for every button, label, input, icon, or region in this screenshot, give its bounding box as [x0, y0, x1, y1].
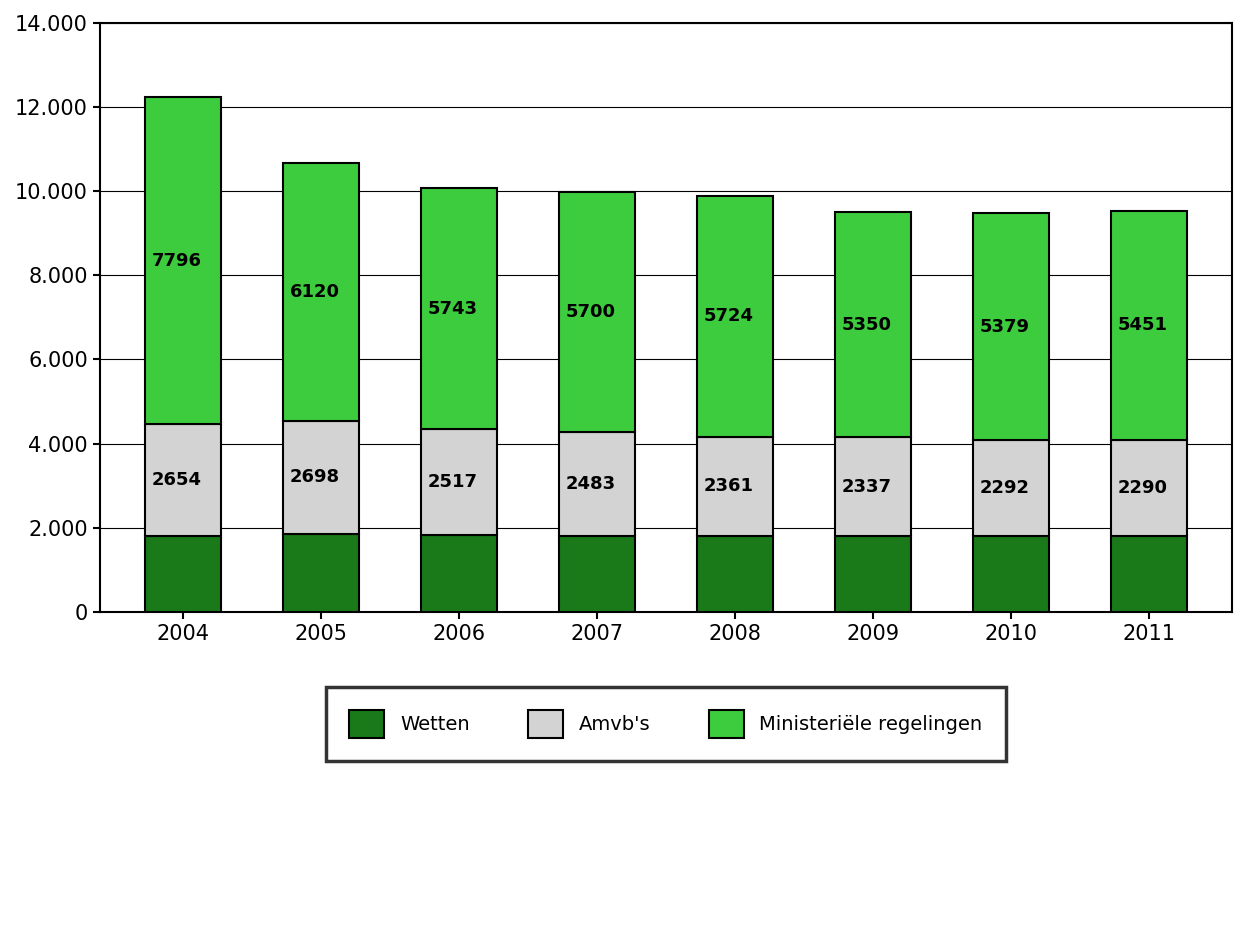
Bar [835, 536, 912, 611]
Bar [145, 424, 221, 536]
Text: 7796: 7796 [151, 252, 202, 269]
Bar [1111, 440, 1187, 536]
Text: 2292: 2292 [980, 479, 1030, 497]
Text: 5451: 5451 [1119, 316, 1168, 335]
Text: 2361: 2361 [703, 477, 754, 496]
Text: 2654: 2654 [151, 472, 202, 489]
Bar [559, 432, 635, 536]
Text: 5350: 5350 [842, 316, 892, 334]
Bar [283, 420, 359, 534]
Bar [973, 536, 1049, 611]
Bar [420, 430, 496, 535]
Text: 2517: 2517 [428, 473, 478, 491]
Text: 6120: 6120 [289, 282, 339, 301]
Bar [283, 163, 359, 420]
Text: 2698: 2698 [289, 468, 339, 487]
Bar [145, 97, 221, 424]
Legend: Wetten, Amvb's, Ministeriële regelingen: Wetten, Amvb's, Ministeriële regelingen [327, 687, 1005, 761]
Bar [697, 437, 773, 536]
Bar [559, 192, 635, 432]
Text: 5379: 5379 [980, 318, 1030, 336]
Bar [973, 213, 1049, 440]
Text: 2337: 2337 [842, 477, 892, 496]
Bar [973, 440, 1049, 536]
Bar [835, 437, 912, 536]
Bar [697, 196, 773, 437]
Text: 5700: 5700 [566, 303, 616, 321]
Text: 2290: 2290 [1119, 479, 1168, 497]
Bar [1111, 211, 1187, 440]
Text: 5743: 5743 [428, 299, 478, 318]
Text: 5724: 5724 [703, 308, 754, 325]
Bar [1111, 536, 1187, 611]
Bar [420, 535, 496, 611]
Bar [697, 536, 773, 611]
Bar [420, 188, 496, 430]
Text: 2483: 2483 [566, 475, 616, 493]
Bar [145, 536, 221, 611]
Bar [559, 536, 635, 611]
Bar [283, 534, 359, 611]
Bar [835, 212, 912, 437]
